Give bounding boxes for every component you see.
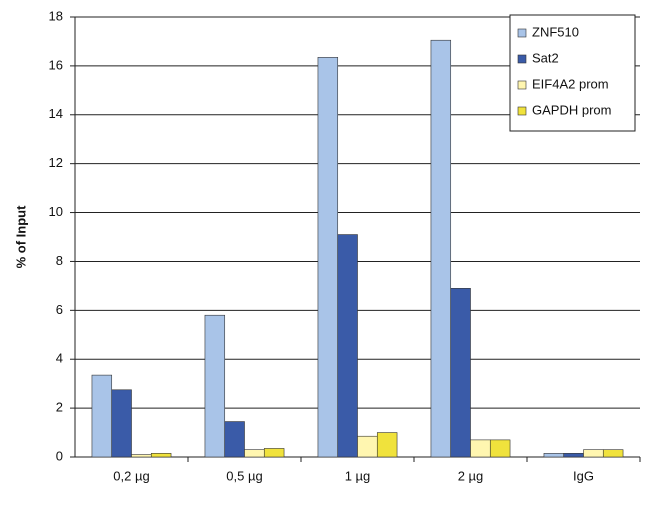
y-tick-label: 10 bbox=[49, 204, 63, 219]
bar bbox=[244, 449, 265, 458]
legend-label: GAPDH prom bbox=[532, 102, 611, 117]
y-axis-title: % of Input bbox=[13, 205, 28, 268]
x-tick-label: 0,2 µg bbox=[113, 468, 149, 483]
y-tick-label: 18 bbox=[49, 8, 63, 23]
y-tick-label: 0 bbox=[56, 448, 63, 463]
bar bbox=[489, 439, 511, 458]
bar bbox=[131, 454, 152, 458]
bar bbox=[111, 389, 132, 458]
x-tick-label: IgG bbox=[573, 468, 594, 483]
bar bbox=[583, 449, 604, 458]
bar bbox=[337, 234, 358, 458]
bar bbox=[543, 453, 565, 458]
x-tick-label: 1 µg bbox=[345, 468, 371, 483]
x-tick-label: 2 µg bbox=[458, 468, 484, 483]
bar bbox=[563, 453, 584, 458]
y-tick-label: 2 bbox=[56, 400, 63, 415]
bar bbox=[430, 39, 452, 458]
legend-label: EIF4A2 prom bbox=[532, 76, 609, 91]
legend-label: Sat2 bbox=[532, 50, 559, 65]
bar bbox=[150, 453, 172, 458]
bar bbox=[317, 57, 339, 458]
y-tick-label: 14 bbox=[49, 106, 63, 121]
legend-swatch bbox=[517, 80, 527, 90]
bar bbox=[263, 448, 285, 458]
legend-swatch bbox=[517, 54, 527, 64]
bar bbox=[357, 435, 378, 458]
bar bbox=[450, 288, 471, 458]
legend-label: ZNF510 bbox=[532, 24, 579, 39]
bar bbox=[376, 432, 398, 458]
bar bbox=[91, 374, 113, 458]
bar bbox=[224, 421, 245, 458]
y-tick-label: 4 bbox=[56, 351, 63, 366]
legend-swatch bbox=[517, 28, 527, 38]
bar bbox=[204, 314, 226, 458]
legend-box bbox=[509, 14, 636, 132]
bar bbox=[602, 449, 624, 458]
legend-swatch bbox=[517, 106, 527, 116]
y-tick-label: 12 bbox=[49, 155, 63, 170]
bar bbox=[470, 439, 491, 458]
y-tick-label: 16 bbox=[49, 57, 63, 72]
y-tick-label: 6 bbox=[56, 302, 63, 317]
y-tick-label: 8 bbox=[56, 253, 63, 268]
x-tick-label: 0,5 µg bbox=[226, 468, 262, 483]
